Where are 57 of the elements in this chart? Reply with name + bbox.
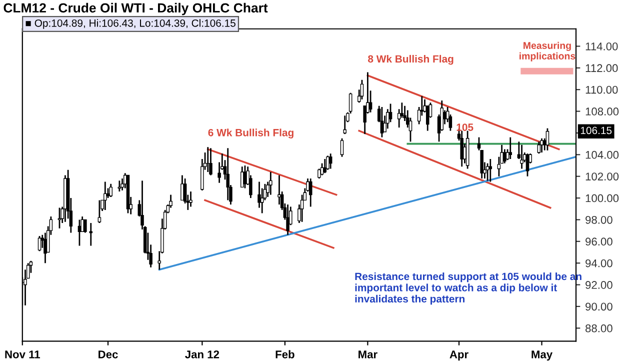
band-label: Measuring implications (520, 42, 576, 62)
y-tick-label: 110.00 (586, 86, 618, 94)
candlestick (269, 171, 272, 196)
candlestick (320, 162, 324, 176)
y-tick-label: 102.00 (586, 172, 619, 180)
text: ■ Op:104.89, Hi:106.43, Lo:104.39, Cl:106.15 (26, 19, 236, 29)
y-tick-label: 108.00 (586, 108, 619, 116)
x-tick-label: Apr (450, 350, 468, 361)
y-tick-label: 104.00 (586, 150, 619, 159)
candlestick (497, 156, 501, 178)
x-tick-label: Dec (98, 350, 118, 358)
y-tick-label: 112.00 (586, 64, 618, 72)
candlestick (240, 166, 244, 188)
candlestick (189, 190, 192, 208)
annotation: 105 (456, 124, 474, 131)
candlestick (540, 138, 544, 154)
candlestick (104, 181, 107, 211)
candlestick (300, 194, 304, 223)
candlestick (460, 130, 464, 168)
candlestick (486, 162, 490, 182)
candlestick (546, 128, 550, 152)
candlestick (360, 79, 364, 100)
candlestick (209, 147, 212, 176)
candlestick (226, 147, 230, 201)
chart-title: CLM12 - Crude Oil WTI - Daily OHLC Chart (4, 2, 268, 16)
candlestick (44, 232, 47, 264)
y-tick-label: 90.00 (586, 302, 612, 311)
candlestick (109, 183, 112, 198)
x-tick-label: Mar (358, 350, 378, 358)
annotation: 8 Wk Bullish Flag (368, 54, 454, 65)
x-tick-label: Jan 12 (185, 350, 220, 358)
y-tick-label: 114.00 (586, 42, 618, 50)
candlestick (308, 178, 312, 208)
candlestick (328, 152, 332, 170)
candlestick (520, 144, 524, 170)
candlestick (326, 155, 330, 171)
candlestick (503, 148, 506, 164)
candlestick (180, 174, 184, 201)
candlestick (343, 114, 346, 135)
x-tick-label: May (532, 350, 553, 361)
candlestick (98, 199, 102, 224)
y-tick-label: 88.00 (586, 324, 612, 332)
x-tick-label: Nov 11 (5, 350, 40, 358)
y-tick-label: 100.00 (586, 194, 619, 202)
candlestick (488, 158, 492, 182)
y-tick-label: 92.00 (586, 281, 612, 289)
y-tick-label: 98.00 (586, 216, 612, 224)
candlestick (340, 138, 344, 158)
candlestick (508, 136, 512, 160)
candlestick (84, 219, 87, 234)
candlestick (537, 140, 541, 154)
y-tick-label: 94.00 (586, 259, 612, 268)
x-tick-label: Feb (276, 350, 294, 358)
candlestick (286, 204, 290, 236)
y-tick-label: 96.00 (586, 238, 612, 246)
text: 106.15 (580, 126, 612, 134)
annotation: 6 Wk Bullish Flag (208, 128, 294, 138)
